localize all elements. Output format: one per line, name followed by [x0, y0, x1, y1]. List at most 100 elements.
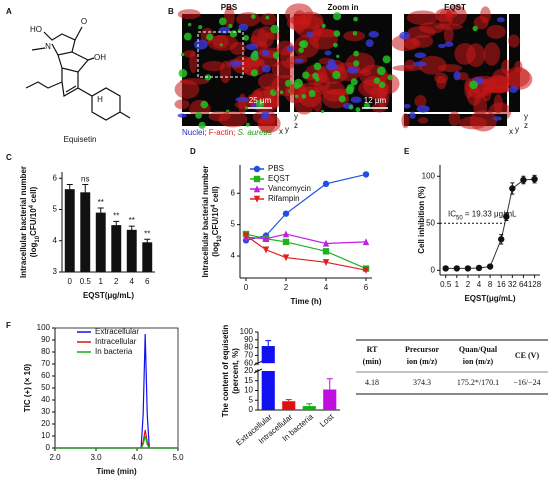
- y-tick-label: 80: [41, 347, 50, 356]
- marker: [362, 238, 370, 246]
- cell: [238, 93, 247, 116]
- image: [509, 14, 520, 112]
- x-tick-label: 0: [68, 277, 73, 286]
- bacteria: [315, 77, 320, 82]
- bacteria: [219, 43, 223, 47]
- marker: [322, 259, 330, 267]
- bacteria: [187, 22, 192, 27]
- legend-part: F-actin;: [209, 128, 238, 137]
- image-title: PBS: [221, 3, 238, 12]
- bacteria: [255, 99, 265, 108]
- bacteria: [245, 106, 249, 110]
- marker: [242, 232, 250, 240]
- marker: [262, 246, 270, 254]
- text-part: cell): [29, 186, 38, 205]
- legend-part: S. aureus: [238, 128, 272, 137]
- bacteria: [320, 109, 325, 114]
- bacteria: [198, 121, 206, 129]
- bacteria: [272, 51, 280, 59]
- text-part: IC: [448, 209, 456, 218]
- legend-label: Vancomycin: [268, 184, 311, 193]
- scale-label: 12 μm: [364, 96, 387, 105]
- x-tick-label: 0: [244, 283, 249, 292]
- atom-label: N: [45, 42, 51, 51]
- x-tick-label: 4.0: [131, 453, 143, 462]
- y-tick-label: 5: [231, 220, 236, 229]
- text-part: (log: [29, 242, 38, 257]
- axis-letter: y: [515, 125, 519, 134]
- x-axis-label: EQST(μg/mL): [464, 294, 515, 303]
- error-bar: [97, 207, 104, 218]
- y-tick-label: 90: [244, 335, 253, 344]
- axis-letter: x: [509, 127, 513, 136]
- nucleus: [453, 70, 461, 81]
- bacteria: [348, 104, 354, 110]
- table-cell: 374.3: [413, 378, 431, 387]
- y-tick-label: 4: [231, 251, 236, 260]
- cell: [285, 3, 314, 25]
- nucleus: [368, 30, 379, 38]
- bacteria: [353, 50, 360, 57]
- bacteria: [350, 78, 358, 86]
- axis-letter: x: [279, 127, 283, 136]
- table-header: ion (m/z): [407, 357, 438, 366]
- significance: **: [113, 211, 119, 220]
- y-tick-label: 100: [240, 327, 254, 336]
- cell: [506, 68, 533, 90]
- bacteria: [250, 69, 259, 77]
- text-part: 4: [29, 204, 35, 208]
- bond: [77, 87, 121, 121]
- nucleus: [347, 66, 359, 74]
- table-header: Quan/Qual: [459, 345, 498, 354]
- x-tick-label: 3.0: [90, 453, 102, 462]
- cell: [443, 26, 454, 44]
- cell: [312, 24, 321, 42]
- bond: [25, 81, 63, 89]
- nucleus: [350, 96, 362, 103]
- x-tick-label: 16: [497, 280, 506, 289]
- cell: [414, 95, 427, 108]
- bacteria: [178, 68, 188, 78]
- y-tick-label: 10: [244, 386, 253, 395]
- nucleus: [261, 110, 270, 121]
- bacteria: [469, 80, 478, 90]
- text-part: (percent, %): [231, 348, 240, 394]
- bacteria: [229, 30, 238, 38]
- cell: [177, 9, 201, 20]
- x-tick-label: 0.5: [440, 280, 452, 289]
- marker: [322, 248, 330, 255]
- bacteria: [200, 100, 209, 109]
- cell: [392, 64, 423, 72]
- bond: [65, 85, 77, 93]
- table-cell: −16/−24: [513, 378, 540, 387]
- y-tick-label: 20: [41, 419, 50, 428]
- cell: [236, 12, 261, 27]
- panel-label: E: [404, 147, 410, 156]
- compound-name: Equisetin: [64, 135, 97, 144]
- x-axis-label: Time (h): [291, 297, 322, 306]
- atom-label: HO: [30, 25, 42, 34]
- cell: [417, 117, 429, 124]
- cell: [179, 78, 210, 85]
- x-tick-label: 128: [528, 280, 542, 289]
- axis-break: [259, 363, 341, 371]
- marker: [453, 265, 461, 272]
- text-part: CFU/10: [211, 207, 220, 235]
- x-tick-label: 6: [145, 277, 150, 286]
- panel-label: A: [6, 7, 12, 16]
- y-tick-label: 5: [53, 205, 58, 214]
- text-part: cell): [211, 186, 220, 205]
- bar: [142, 242, 153, 272]
- y-tick-label: 50: [426, 218, 435, 227]
- bond: [61, 57, 95, 73]
- error-bar: [66, 184, 73, 194]
- y-tick-label: 5: [249, 395, 254, 404]
- x-tick-label: 0.5: [80, 277, 92, 286]
- axis-letter: y: [294, 112, 298, 121]
- bacteria: [332, 70, 341, 80]
- y-tick-label: 10: [41, 431, 50, 440]
- bacteria: [338, 95, 346, 103]
- bar: [126, 229, 137, 272]
- bacteria: [294, 78, 303, 88]
- break-mark: [253, 368, 263, 374]
